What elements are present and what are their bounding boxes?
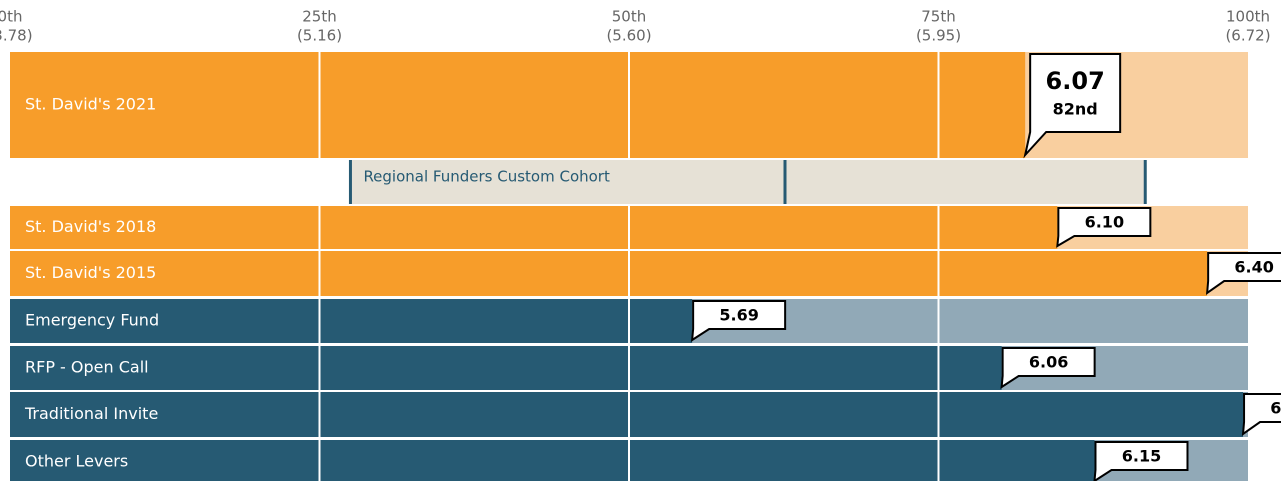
x-tick-score: (5.16) [297, 27, 342, 45]
x-tick-score: (5.60) [606, 27, 651, 45]
bar-fill [10, 440, 1095, 481]
bar-fill [10, 251, 1208, 296]
x-tick-score: (5.95) [916, 27, 961, 45]
row-label: St. David's 2021 [25, 95, 156, 114]
cohort-range [350, 160, 1146, 204]
x-tick-label: 0th [0, 8, 22, 26]
x-tick-score: (3.78) [0, 27, 33, 45]
x-tick-label: 75th [921, 8, 955, 26]
score-callout [1093, 441, 1189, 481]
row-label: Emergency Fund [25, 311, 159, 330]
score-label: 6.10 [1085, 213, 1124, 232]
x-tick-score: (6.72) [1225, 27, 1270, 45]
row-label: Traditional Invite [24, 404, 158, 423]
score-callout [1023, 53, 1122, 159]
score-callout [1205, 252, 1281, 296]
bar-fill [10, 392, 1244, 437]
row-label: St. David's 2015 [25, 263, 156, 282]
score-label: 6.07 [1046, 67, 1105, 95]
score-callout [690, 300, 787, 342]
cohort-label: Regional Funders Custom Cohort [363, 168, 610, 186]
score-label: 6.48 [1270, 399, 1281, 418]
score-label: 6.15 [1122, 447, 1161, 466]
row-label: RFP - Open Call [25, 358, 149, 377]
score-label: 6.06 [1029, 353, 1068, 372]
x-tick-label: 50th [612, 8, 646, 26]
score-label: 6.40 [1234, 258, 1273, 277]
percentile-label: 82nd [1053, 100, 1098, 119]
score-callout [1241, 393, 1281, 437]
x-tick-label: 25th [302, 8, 336, 26]
bar-fill [10, 206, 1058, 249]
row-label: Other Levers [25, 452, 128, 471]
bar-fill [10, 299, 693, 343]
row-label: St. David's 2018 [25, 217, 156, 236]
score-callout [1000, 347, 1096, 389]
bar-fill [10, 346, 1002, 390]
bar-fill [10, 52, 1026, 158]
score-callout [1056, 207, 1152, 248]
x-tick-label: 100th [1226, 8, 1270, 26]
score-label: 5.69 [719, 306, 758, 325]
